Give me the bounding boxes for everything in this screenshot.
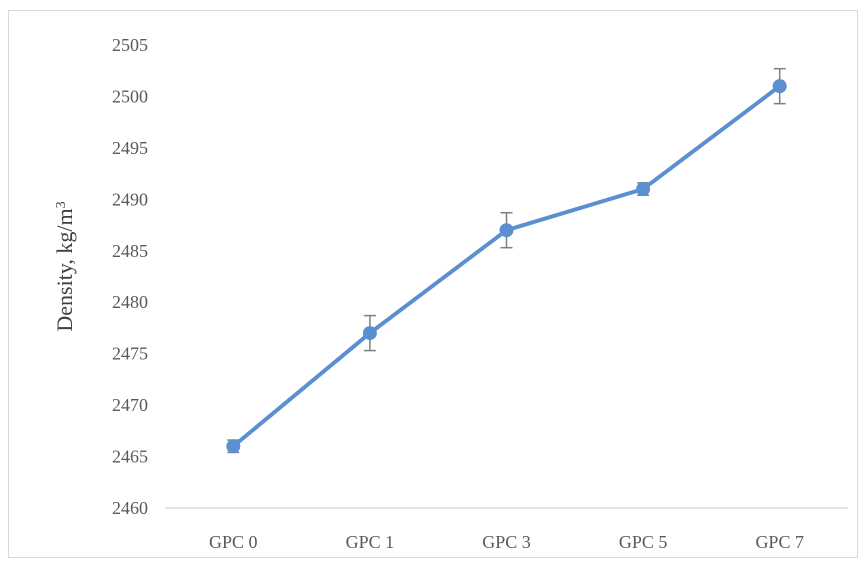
y-tick-label: 2460 xyxy=(112,498,148,518)
y-tick-label: 2485 xyxy=(112,241,148,261)
data-point xyxy=(636,182,651,197)
data-point xyxy=(362,326,377,341)
y-tick-label: 2500 xyxy=(112,86,148,106)
data-points xyxy=(226,79,787,454)
y-tick-label: 2495 xyxy=(112,138,148,158)
series-line xyxy=(232,84,781,448)
y-tick-label: 2470 xyxy=(112,395,148,415)
data-point xyxy=(772,79,787,94)
x-tick-labels: GPC 0 GPC 1 GPC 3 GPC 5 GPC 7 xyxy=(209,532,804,552)
y-axis-label-superscript: 3 xyxy=(54,201,69,208)
y-axis-label: Density, kg/m3 xyxy=(52,201,77,331)
x-tick-label: GPC 1 xyxy=(346,532,395,552)
data-point xyxy=(226,439,241,454)
y-tick-label: 2465 xyxy=(112,447,148,467)
svg-text:Density, kg/m3: Density, kg/m3 xyxy=(52,201,77,331)
y-axis-label-text: Density, kg/m xyxy=(52,208,77,331)
error-bars xyxy=(227,67,786,454)
y-tick-label: 2490 xyxy=(112,189,148,209)
y-tick-label: 2480 xyxy=(112,292,148,312)
y-tick-label: 2505 xyxy=(112,35,148,55)
x-tick-label: GPC 5 xyxy=(619,532,668,552)
x-tick-label: GPC 0 xyxy=(209,532,258,552)
x-tick-label: GPC 7 xyxy=(755,532,804,552)
y-tick-labels: 2460 2465 2470 2475 2480 2485 2490 2495 2500 2505 xyxy=(112,35,148,518)
data-point xyxy=(499,223,514,238)
x-tick-label: GPC 3 xyxy=(482,532,531,552)
y-tick-label: 2475 xyxy=(112,344,148,364)
